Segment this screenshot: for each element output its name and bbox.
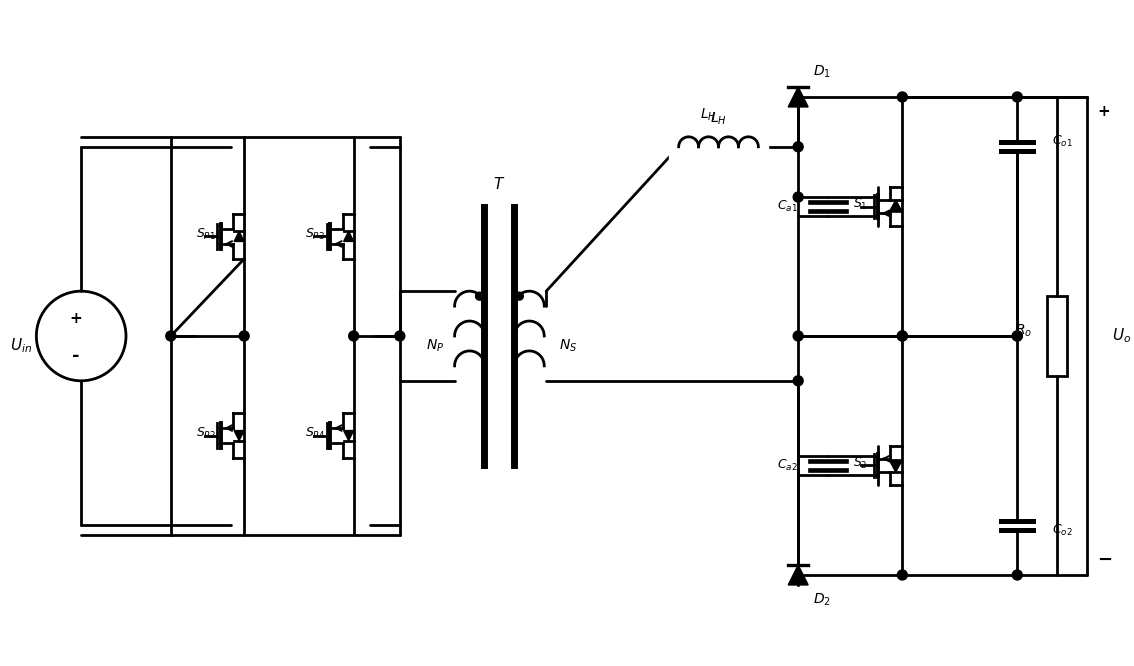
Polygon shape: [889, 460, 903, 472]
Text: $T$: $T$: [493, 176, 506, 192]
Text: $U_{in}$: $U_{in}$: [10, 336, 33, 355]
Polygon shape: [788, 87, 809, 107]
Polygon shape: [344, 430, 354, 441]
Circle shape: [1013, 331, 1022, 341]
Polygon shape: [788, 565, 809, 585]
Circle shape: [793, 331, 803, 341]
Circle shape: [793, 142, 803, 152]
Text: $S_{P4}$: $S_{P4}$: [305, 426, 325, 441]
Text: $S_{P3}$: $S_{P3}$: [305, 227, 325, 242]
Text: $C_{o1}$: $C_{o1}$: [1052, 135, 1073, 149]
Text: $U_o$: $U_o$: [1111, 326, 1131, 346]
Circle shape: [793, 192, 803, 202]
Circle shape: [897, 331, 907, 341]
Circle shape: [897, 331, 907, 341]
Polygon shape: [889, 200, 903, 212]
Text: $D_1$: $D_1$: [813, 64, 831, 81]
Circle shape: [897, 570, 907, 580]
Circle shape: [897, 92, 907, 102]
Text: $S_{P2}$: $S_{P2}$: [196, 426, 215, 441]
Circle shape: [166, 331, 176, 341]
Text: $N_S$: $N_S$: [559, 338, 577, 354]
Text: $S_1$: $S_1$: [853, 197, 868, 212]
Text: −: −: [1097, 551, 1112, 569]
Polygon shape: [344, 231, 354, 241]
Text: $C_{a1}$: $C_{a1}$: [777, 199, 798, 214]
Circle shape: [1013, 570, 1022, 580]
Circle shape: [1013, 331, 1022, 341]
Text: $R_o$: $R_o$: [1015, 323, 1032, 339]
Circle shape: [395, 331, 405, 341]
Text: $C_{a2}$: $C_{a2}$: [778, 458, 798, 473]
Circle shape: [1013, 92, 1022, 102]
Text: +: +: [1097, 105, 1110, 119]
Circle shape: [515, 292, 523, 300]
Text: $S_{P1}$: $S_{P1}$: [196, 227, 215, 242]
Circle shape: [239, 331, 249, 341]
Polygon shape: [234, 430, 244, 441]
Text: $D_2$: $D_2$: [813, 591, 831, 608]
Text: $S_2$: $S_2$: [854, 456, 868, 471]
Circle shape: [348, 331, 358, 341]
Text: $L_H$: $L_H$: [700, 107, 717, 123]
Polygon shape: [234, 231, 244, 241]
Text: +: +: [70, 310, 83, 326]
Text: $L_H$: $L_H$: [710, 111, 727, 127]
Circle shape: [793, 376, 803, 386]
Text: -: -: [73, 347, 79, 365]
Text: $C_{o2}$: $C_{o2}$: [1052, 523, 1073, 537]
Circle shape: [475, 292, 483, 300]
Text: $N_P$: $N_P$: [426, 338, 445, 354]
